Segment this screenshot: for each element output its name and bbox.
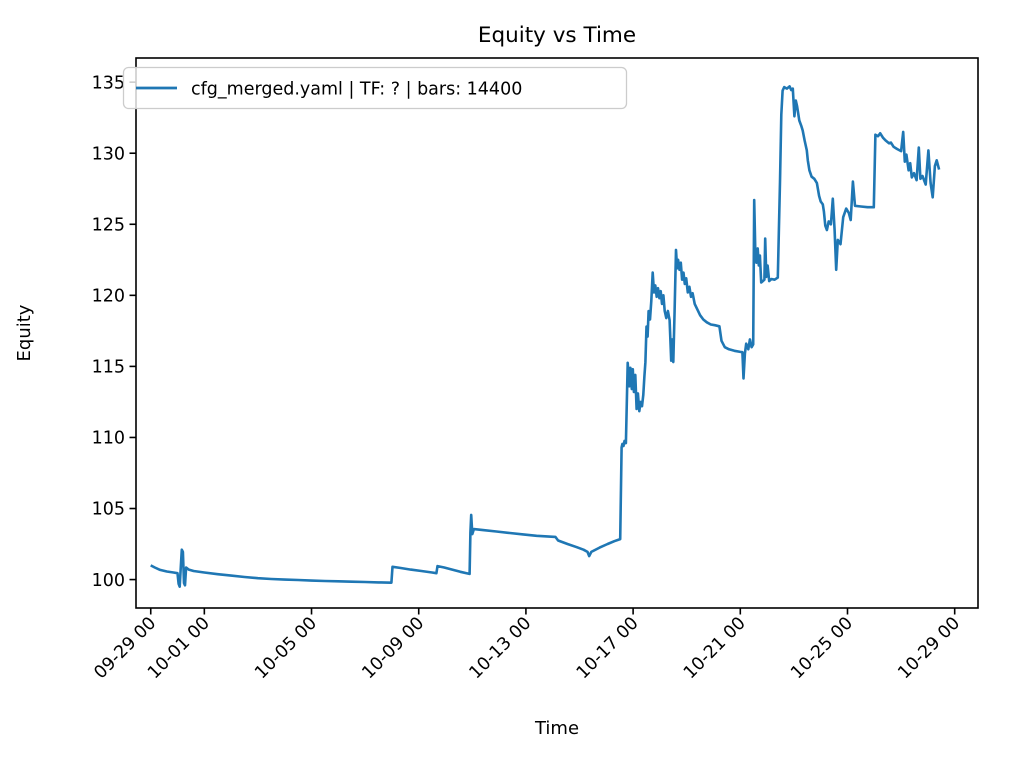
legend-label: cfg_merged.yaml | TF: ? | bars: 14400 xyxy=(191,80,522,100)
chart-title: Equity vs Time xyxy=(478,23,636,48)
equity-line-series xyxy=(150,85,941,588)
x-axis-label: Time xyxy=(534,718,579,739)
plot-border xyxy=(135,57,979,609)
y-axis-ticks: 100 105 110 115 120 125 130 135 xyxy=(92,73,136,591)
y-tick-label: 110 xyxy=(92,429,125,449)
y-tick-label: 115 xyxy=(92,358,125,378)
y-tick-label: 100 xyxy=(92,571,125,591)
y-tick-label: 120 xyxy=(92,287,125,307)
plot-area xyxy=(150,85,941,588)
y-tick-label: 130 xyxy=(92,144,125,164)
legend-box xyxy=(122,66,628,110)
y-tick-label: 135 xyxy=(92,73,125,93)
y-axis-label: Equity xyxy=(14,304,35,361)
y-tick-label: 105 xyxy=(92,500,125,520)
legend: cfg_merged.yaml | TF: ? | bars: 14400 xyxy=(122,66,628,110)
y-tick-label: 125 xyxy=(92,215,125,235)
